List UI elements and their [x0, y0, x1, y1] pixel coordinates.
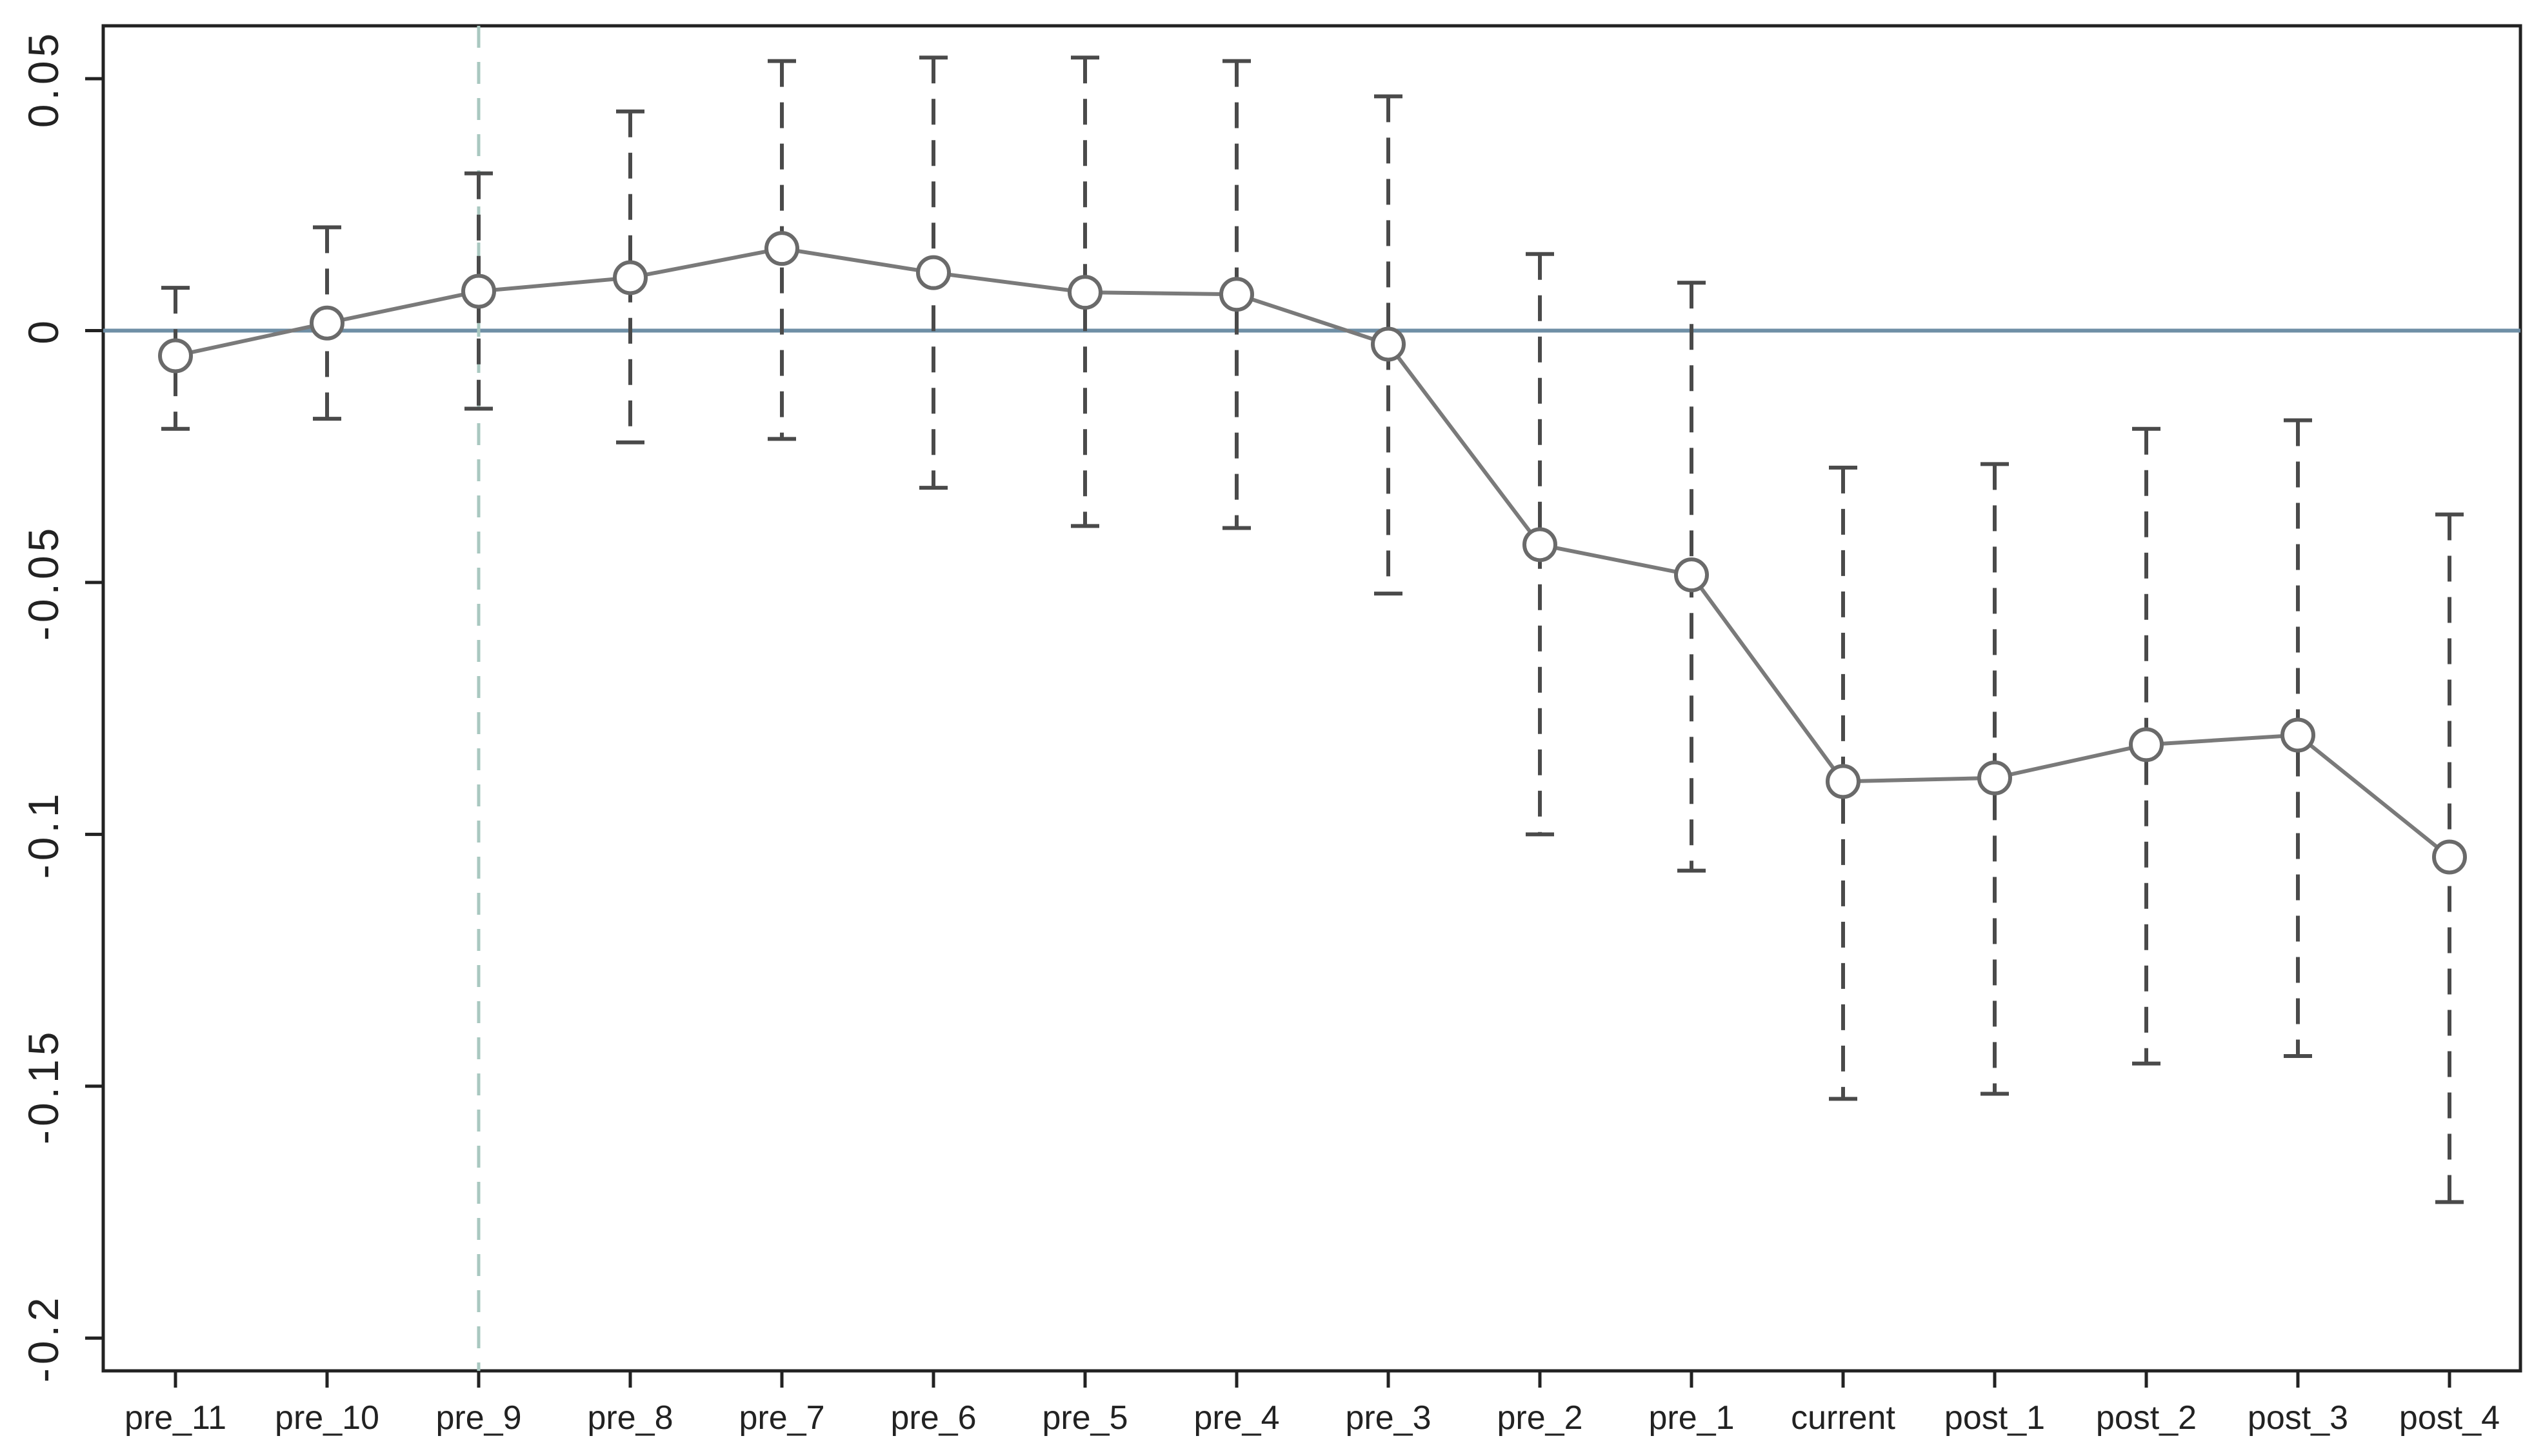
- y-tick-label: -0.1: [19, 790, 67, 879]
- x-tick-label: pre_4: [1194, 1399, 1280, 1437]
- x-tick-label: pre_7: [739, 1399, 825, 1437]
- data-point: [1977, 760, 2012, 795]
- x-tick-label: pre_9: [436, 1399, 522, 1437]
- error-bars: [161, 55, 2464, 1204]
- x-axis: pre_11 pre_10 pre_9 pre_8 pre_7 pre_6 pre_5 pre…: [125, 1371, 2500, 1437]
- x-tick-label: post_4: [2399, 1399, 2500, 1437]
- data-point: [2432, 839, 2467, 875]
- data-point: [613, 260, 648, 295]
- data-points: [158, 231, 2467, 875]
- y-tick-label: 0.05: [19, 30, 67, 128]
- x-tick-label: pre_2: [1497, 1399, 1583, 1437]
- estimate-line: [175, 246, 2451, 859]
- x-tick-label: pre_1: [1649, 1399, 1735, 1437]
- x-tick-label: pre_8: [588, 1399, 673, 1437]
- plot-area: [101, 24, 2522, 1373]
- series-line: [175, 246, 2451, 859]
- data-point: [310, 305, 344, 341]
- data-point: [916, 255, 951, 290]
- x-tick-label: post_1: [1944, 1399, 2045, 1437]
- y-tick-label: -0.15: [19, 1028, 67, 1144]
- x-tick-label: pre_11: [125, 1399, 226, 1437]
- y-tick-label: 0: [19, 317, 67, 344]
- x-tick-label: post_2: [2096, 1399, 2197, 1437]
- x-tick-label: current: [1791, 1399, 1895, 1437]
- x-tick-label: pre_6: [891, 1399, 977, 1437]
- data-point: [158, 338, 193, 374]
- y-tick-label: -0.2: [19, 1293, 67, 1382]
- data-point: [1219, 277, 1254, 312]
- data-point: [461, 274, 496, 309]
- y-axis: 0.05 0 -0.05 -0.1 -0.15 -0.2: [19, 30, 103, 1382]
- data-point: [764, 231, 799, 266]
- data-point: [1371, 326, 1406, 362]
- data-point: [1826, 764, 1861, 799]
- x-tick-label: pre_3: [1346, 1399, 1432, 1437]
- data-point: [1068, 275, 1102, 310]
- data-point: [1522, 527, 1557, 563]
- x-tick-label: post_3: [2248, 1399, 2348, 1437]
- reference-lines: [103, 26, 2520, 1371]
- x-tick-label: pre_5: [1043, 1399, 1128, 1437]
- plot-frame: [101, 24, 2522, 1373]
- data-point: [2129, 727, 2164, 763]
- data-point: [2280, 717, 2315, 753]
- x-tick-label: pre_10: [275, 1399, 379, 1437]
- y-tick-label: -0.05: [19, 524, 67, 641]
- data-point: [1674, 557, 1709, 593]
